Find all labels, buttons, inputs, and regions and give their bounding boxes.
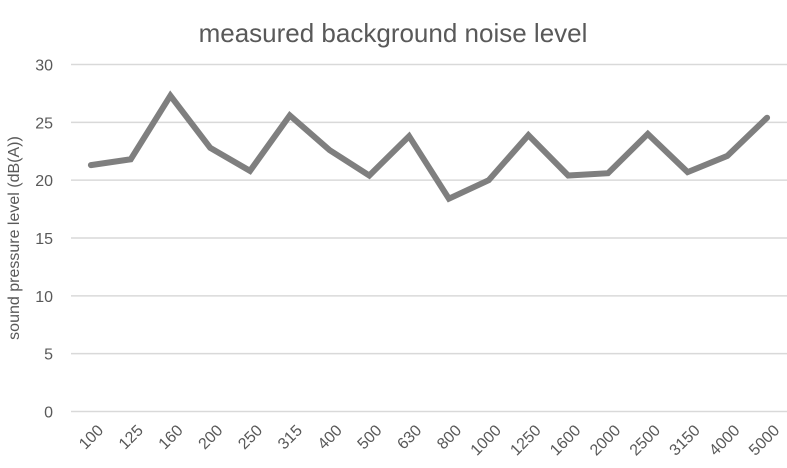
x-tick-label: 160: [156, 422, 187, 453]
x-tick-label: 500: [355, 422, 386, 453]
x-tick-label: 4000: [706, 422, 743, 459]
y-tick-label: 0: [44, 405, 53, 422]
x-tick-label: 800: [434, 422, 465, 453]
x-tick-label: 250: [235, 422, 266, 453]
y-axis-title: sound pressure level (dB(A)): [6, 136, 23, 340]
y-tick-label: 20: [35, 173, 53, 190]
y-tick-label: 25: [35, 115, 53, 132]
chart-title: measured background noise level: [199, 18, 588, 48]
data-series-line: [87, 90, 771, 203]
x-tick-label: 2000: [587, 422, 624, 459]
x-tick-label: 200: [196, 422, 227, 453]
y-tick-label: 5: [44, 347, 53, 364]
y-tick-label: 30: [35, 58, 53, 75]
x-tick-label: 400: [315, 422, 346, 453]
x-tick-label: 1000: [468, 422, 505, 459]
x-axis-ticks: 100 125 160 200 250 315 400 500 630 800 1000 1250 16…: [76, 422, 783, 459]
x-tick-label: 315: [275, 422, 306, 453]
x-tick-label: 1600: [547, 422, 584, 459]
x-tick-label: 2500: [627, 422, 664, 459]
y-tick-label: 15: [35, 231, 53, 248]
x-tick-label: 1250: [507, 422, 544, 459]
x-tick-label: 100: [76, 422, 107, 453]
gridlines: [71, 63, 787, 413]
x-tick-label: 5000: [746, 422, 783, 459]
y-axis-ticks: 0 5 10 15 20 25 30: [35, 58, 53, 422]
x-tick-label: 3150: [667, 422, 704, 459]
x-tick-label: 125: [116, 422, 147, 453]
y-tick-label: 10: [35, 289, 53, 306]
x-tick-label: 630: [394, 422, 425, 453]
